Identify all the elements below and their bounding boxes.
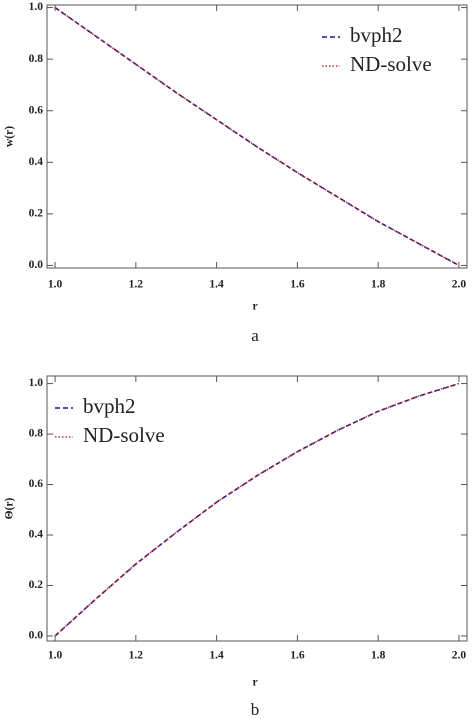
y-tick-label: 0.4 <box>29 529 44 541</box>
x-tick-label: 1.0 <box>48 279 63 291</box>
x-tick-label: 1.8 <box>371 650 386 662</box>
plot-frame <box>46 375 468 642</box>
y-tick-label: 0.6 <box>29 104 44 116</box>
x-tick-label: 1.4 <box>209 279 224 291</box>
y-tick-label: 0.2 <box>29 579 44 591</box>
y-tick-label: 0.8 <box>29 428 44 440</box>
legend-label: bvph2 <box>83 394 136 418</box>
x-axis-label: r <box>252 301 257 313</box>
series-line <box>54 382 460 637</box>
x-tick-label: 1.2 <box>129 650 144 662</box>
x-tick-label: 1.0 <box>48 650 63 662</box>
x-tick-label: 1.6 <box>290 650 305 662</box>
y-tick-label: 0.0 <box>29 630 44 642</box>
x-tick-label: 2.0 <box>452 279 467 291</box>
caption: a <box>251 326 259 345</box>
x-tick-label: 1.6 <box>290 279 305 291</box>
y-tick-label: 1.0 <box>29 377 44 389</box>
y-tick-label: 0.8 <box>29 53 44 65</box>
y-tick-label: 0.4 <box>29 156 44 168</box>
series-line <box>54 6 460 267</box>
x-tick-label: 1.4 <box>209 650 224 662</box>
plot-frame <box>46 4 468 269</box>
y-tick-label: 0.6 <box>29 478 44 490</box>
legend-label: ND-solve <box>350 52 432 76</box>
x-tick-label: 1.2 <box>129 279 144 291</box>
caption: b <box>251 700 260 719</box>
x-tick-label: 1.8 <box>371 279 386 291</box>
x-axis-label: r <box>252 677 257 689</box>
y-tick-label: 0.2 <box>29 207 44 219</box>
legend-label: ND-solve <box>83 423 165 447</box>
y-tick-label: 1.0 <box>29 1 44 13</box>
y-axis-label: Θ(r) <box>4 497 16 519</box>
legend-label: bvph2 <box>350 23 403 47</box>
x-tick-label: 2.0 <box>452 650 467 662</box>
series-line <box>54 382 460 637</box>
y-tick-label: 0.0 <box>29 259 44 271</box>
y-axis-label: w(r) <box>4 126 16 147</box>
